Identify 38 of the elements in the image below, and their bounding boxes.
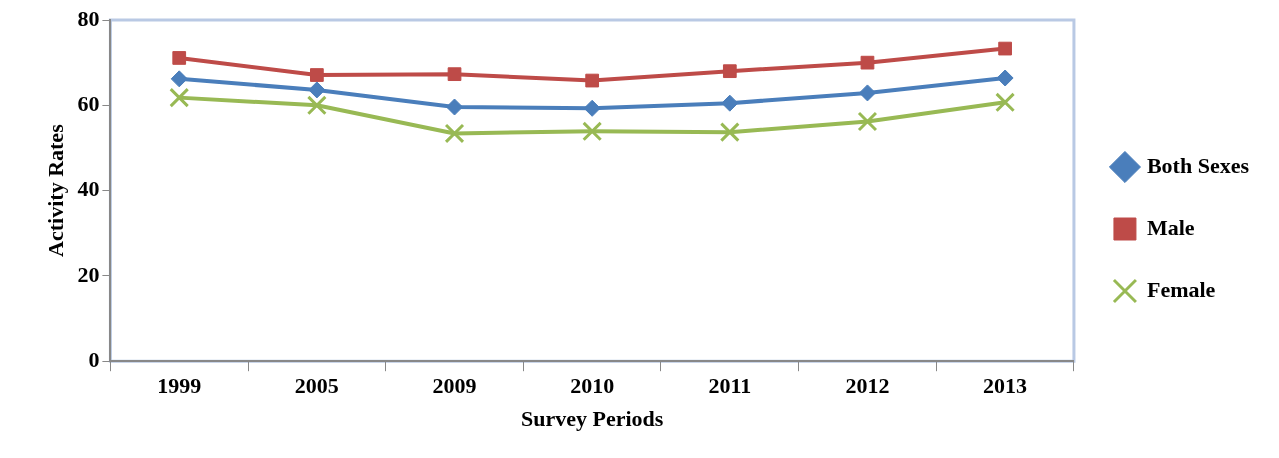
point [447,67,462,82]
point [860,55,875,70]
point [995,92,1016,113]
legend-label: Both Sexes [1146,152,1250,178]
point [169,87,190,108]
point [310,68,324,82]
x-tick-label: 2010 [570,373,615,399]
point [996,69,1014,87]
point [306,95,327,116]
point [170,70,188,88]
y-tick-label: 60 [77,90,100,116]
x-tick-label: 1999 [157,373,202,399]
x-tick-label: 2013 [983,373,1028,399]
x-tick-label: 2011 [708,373,752,399]
legend-label: Male [1146,214,1195,240]
point [857,111,878,132]
x-tick-label: 2005 [294,373,339,399]
x-tick-label: 2009 [432,373,477,399]
y-tick-label: 40 [77,176,100,202]
point [308,81,326,99]
point [446,98,464,116]
y-tick-label: 80 [77,5,100,31]
point [721,94,739,112]
point [583,99,601,117]
y-tick-label: 20 [77,261,100,287]
point [172,51,187,65]
point [444,123,465,144]
point [582,121,603,142]
point [722,64,737,79]
legend-label: Female [1146,276,1216,302]
x-axis-title: Survey Periods [520,406,664,432]
point [998,41,1012,56]
y-axis-title: Activity Rates [42,123,68,257]
y-tick-label: 0 [88,346,100,372]
point [858,84,876,102]
point [719,122,740,143]
x-tick-label: 2012 [845,373,890,399]
point [585,73,600,88]
